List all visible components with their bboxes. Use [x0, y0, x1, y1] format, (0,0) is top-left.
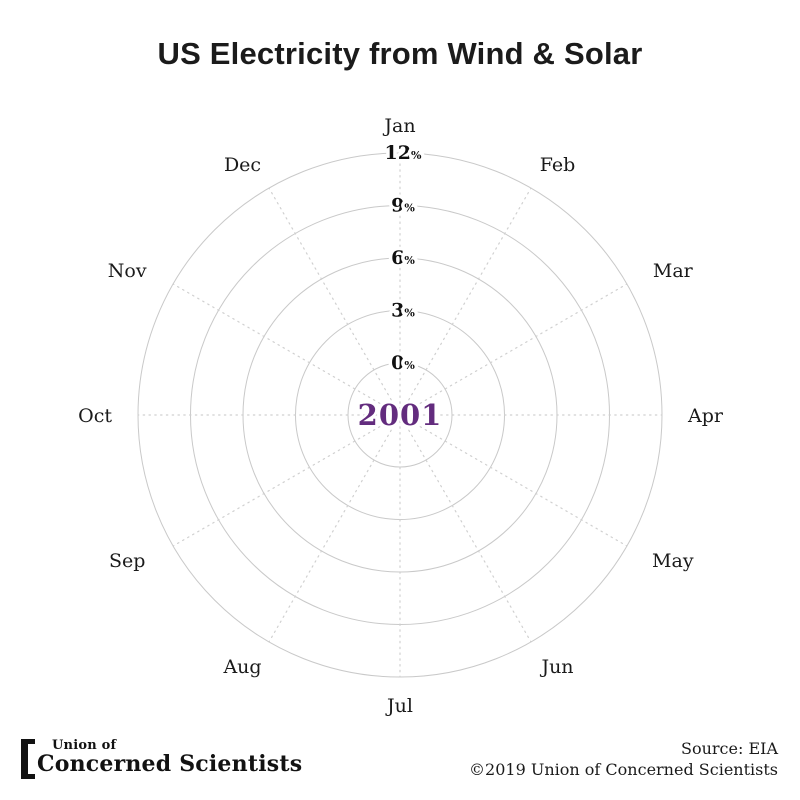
- month-label-mar: Mar: [653, 260, 694, 282]
- copyright-text: ©2019 Union of Concerned Scientists: [469, 760, 778, 779]
- ucs-bracket-icon: [21, 739, 35, 779]
- ucs-logo: Union of Concerned Scientists: [21, 736, 302, 779]
- month-label-dec: Dec: [224, 154, 261, 176]
- chart-title: US Electricity from Wind & Solar: [157, 36, 643, 71]
- grid-spoke-feb: [402, 187, 532, 411]
- month-label-sep: Sep: [109, 550, 145, 572]
- month-label-may: May: [652, 550, 694, 572]
- month-label-apr: Apr: [687, 405, 724, 427]
- ucs-logo-line2: Concerned Scientists: [37, 751, 303, 777]
- ucs-logo-line1: Union of: [52, 738, 117, 753]
- radial-tick-9pct: 9%: [391, 195, 415, 217]
- month-label-jun: Jun: [539, 656, 573, 678]
- month-label-nov: Nov: [108, 260, 147, 282]
- grid-spoke-nov: [172, 283, 396, 413]
- radial-tick-3pct: 3%: [391, 300, 415, 322]
- grid-spoke-dec: [268, 187, 398, 411]
- month-label-oct: Oct: [78, 405, 112, 427]
- month-label-feb: Feb: [540, 154, 576, 176]
- month-label-jan: Jan: [382, 115, 415, 137]
- year-label: 2001: [358, 398, 443, 432]
- radial-tick-0pct: 0%: [391, 352, 415, 374]
- grid-spoke-jun: [402, 419, 532, 643]
- radial-tick-6pct: 6%: [391, 247, 415, 269]
- grid-spoke-aug: [268, 419, 398, 643]
- month-label-aug: Aug: [222, 656, 261, 678]
- attribution: Source: EIA ©2019 Union of Concerned Sci…: [469, 736, 778, 780]
- ucs-logo-text: Union of Concerned Scientists: [37, 736, 302, 777]
- footer: Union of Concerned Scientists Source: EI…: [0, 736, 800, 780]
- grid-spoke-mar: [404, 283, 628, 413]
- grid-spoke-sep: [172, 417, 396, 547]
- source-text: Source: EIA: [680, 739, 778, 758]
- grid-spoke-may: [404, 417, 628, 547]
- radial-tick-12pct: 12%: [385, 142, 422, 164]
- month-label-jul: Jul: [385, 695, 413, 717]
